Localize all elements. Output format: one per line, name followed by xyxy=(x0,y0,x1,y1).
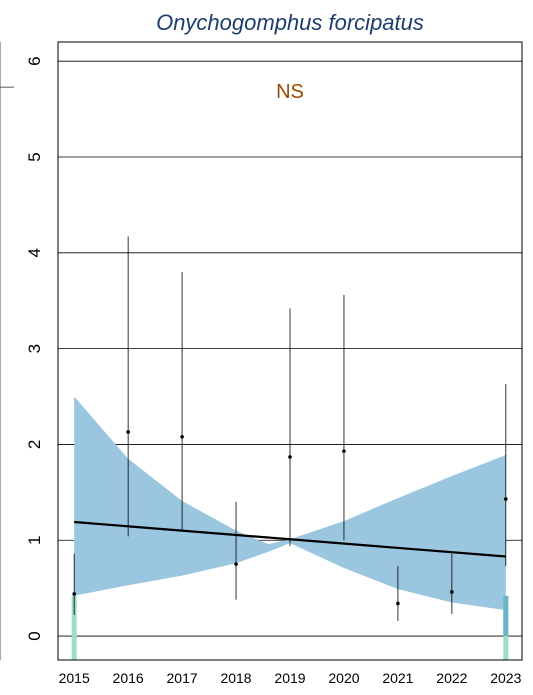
left-panel-fragment xyxy=(0,42,14,660)
y-axis: 0 1 2 3 4 5 6 xyxy=(25,56,44,640)
data-point xyxy=(396,601,400,606)
plot-frame xyxy=(57,41,523,661)
x-tick-label: 2017 xyxy=(167,670,198,686)
y-tick-label: 4 xyxy=(25,248,44,257)
x-tick-label: 2019 xyxy=(274,670,305,686)
trend-layer xyxy=(74,520,506,558)
baseline-bars-layer xyxy=(71,595,509,660)
x-tick-label: 2018 xyxy=(220,670,251,686)
baseline-bar-highlight xyxy=(503,595,509,637)
x-tick-label: 2021 xyxy=(382,670,413,686)
baseline-bar xyxy=(71,595,77,660)
x-tick-label: 2023 xyxy=(490,670,521,686)
y-tick-label: 1 xyxy=(25,535,44,544)
data-point xyxy=(72,592,76,596)
confidence-band xyxy=(74,396,506,611)
chart-title: Onychogomphus forcipatus xyxy=(156,10,424,35)
significance-annotation: NS xyxy=(276,81,304,103)
y-tick-label: 5 xyxy=(25,152,44,161)
confidence-band-layer xyxy=(74,396,506,611)
y-tick-label: 2 xyxy=(25,440,44,449)
y-tick-label: 6 xyxy=(25,56,44,65)
trend-line xyxy=(74,520,506,558)
data-point xyxy=(126,430,130,434)
data-point xyxy=(288,455,292,459)
data-point xyxy=(342,449,346,453)
points-layer xyxy=(72,430,508,606)
data-point xyxy=(450,590,454,594)
y-tick-label: 0 xyxy=(25,631,44,640)
x-tick-label: 2016 xyxy=(113,670,144,686)
data-point xyxy=(234,562,238,566)
y-tick-label: 3 xyxy=(25,344,44,353)
x-axis: 2015 2016 2017 2018 2019 2020 2021 2022 2023 xyxy=(59,670,522,686)
error-bars-layer xyxy=(73,236,507,621)
x-tick-label: 2015 xyxy=(59,670,90,686)
x-tick-label: 2020 xyxy=(328,670,359,686)
x-tick-label: 2022 xyxy=(436,670,467,686)
data-point xyxy=(504,497,508,501)
data-point xyxy=(180,434,184,439)
